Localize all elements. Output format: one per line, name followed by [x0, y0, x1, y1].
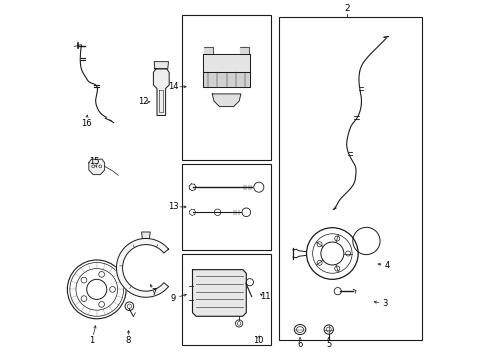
Text: 8: 8: [125, 336, 130, 345]
Text: 2: 2: [343, 4, 349, 13]
Polygon shape: [204, 47, 212, 54]
Text: 10: 10: [252, 336, 263, 345]
Text: 11: 11: [260, 292, 270, 301]
Text: 15: 15: [89, 157, 100, 166]
Text: 16: 16: [81, 119, 91, 128]
Text: 12: 12: [138, 97, 148, 106]
Text: 13: 13: [168, 202, 179, 211]
Text: 9: 9: [170, 294, 176, 303]
Bar: [182, 253, 271, 345]
Polygon shape: [192, 270, 246, 316]
Text: 4: 4: [384, 261, 389, 270]
Bar: [278, 17, 421, 339]
Polygon shape: [116, 238, 168, 297]
Text: 1: 1: [89, 336, 95, 345]
Text: 5: 5: [325, 341, 331, 350]
Polygon shape: [212, 94, 241, 107]
Text: 7: 7: [151, 288, 157, 297]
Polygon shape: [142, 232, 150, 238]
Polygon shape: [154, 62, 168, 69]
Bar: [182, 15, 271, 160]
Polygon shape: [203, 72, 249, 87]
Text: 14: 14: [168, 82, 179, 91]
Bar: [182, 164, 271, 250]
Text: 6: 6: [297, 341, 302, 350]
Polygon shape: [89, 159, 104, 175]
Polygon shape: [203, 54, 249, 72]
Text: 3: 3: [382, 299, 387, 308]
Polygon shape: [153, 69, 169, 116]
Polygon shape: [240, 47, 248, 54]
